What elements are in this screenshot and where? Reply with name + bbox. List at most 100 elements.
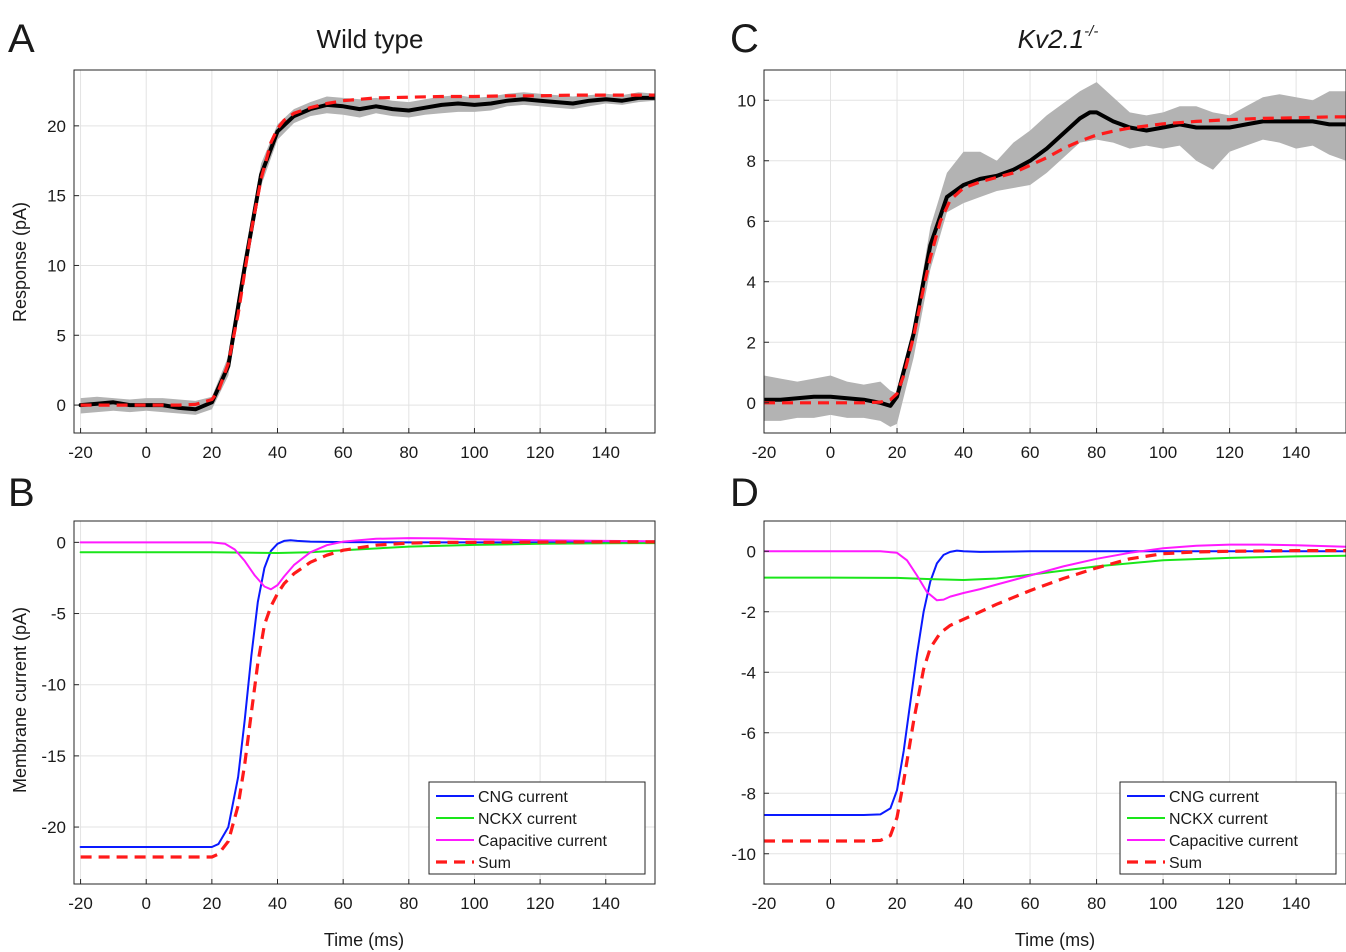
panel-b-legend-box <box>428 781 646 875</box>
panel-b-xtick-label: 120 <box>526 894 554 913</box>
panel-b-ytick-label: -20 <box>41 818 66 837</box>
panel-b-series-line-capacitive-current <box>79 537 655 591</box>
panel-b-ytick-label: 0 <box>57 533 66 552</box>
panel-letter-c: C <box>730 17 759 61</box>
panel-c-xtick-label: -20 <box>752 443 777 462</box>
panel-b-series-line-nckx-current <box>79 542 655 554</box>
panel-b-xtick-label: 0 <box>141 894 150 913</box>
panel-b-ytick-label: -10 <box>41 676 66 695</box>
panel-d-legend: CNG current NCKX current Capacitive curren… <box>1119 781 1337 875</box>
panel-c-xtick-label: 80 <box>1087 443 1106 462</box>
panel-letter-a: A <box>8 17 35 61</box>
panel-c-plot-area <box>764 82 1346 427</box>
panel-d-xtick-label: 140 <box>1282 894 1310 913</box>
panel-a-series-line-fit <box>80 93 655 407</box>
panel-d-xtick-label: 40 <box>954 894 973 913</box>
panel-b-xtick-label: 80 <box>399 894 418 913</box>
panel-d-xtick-label: 0 <box>826 894 835 913</box>
panel-a-xtick-label: 20 <box>202 443 221 462</box>
panel-d-xtick-label: -20 <box>752 894 777 913</box>
panel-b-xtick-label: 60 <box>334 894 353 913</box>
panel-d-xtick-label: 60 <box>1021 894 1040 913</box>
panel-b-xtick-label: -20 <box>68 894 93 913</box>
panel-b-legend: CNG current NCKX current Capacitive curren… <box>428 781 646 875</box>
panel-a-xtick-label: 0 <box>141 443 150 462</box>
panel-d-series-line-capacitive-current <box>764 543 1346 602</box>
panel-a-xtick-label: 100 <box>460 443 488 462</box>
panel-a-series-line-mean <box>78 95 655 412</box>
panel-c-title-main: Kv2.1 <box>1018 24 1085 54</box>
panel-c-error-band <box>764 82 1346 427</box>
panel-c-ytick-label: 8 <box>747 152 756 171</box>
panel-a-ytick-label: 15 <box>47 187 66 206</box>
panel-b-legend-label: Sum <box>478 855 511 872</box>
panel-b-ylabel: Membrane current (pA) <box>10 607 30 793</box>
panel-c-ytick-label: 4 <box>747 273 756 292</box>
panel-d-xtick-label: 120 <box>1215 894 1243 913</box>
panel-b-ytick-label: -15 <box>41 747 66 766</box>
panel-d-legend-label: Sum <box>1169 855 1202 872</box>
panel-c-xtick-label: 120 <box>1215 443 1243 462</box>
panel-d-plot-area <box>764 543 1346 843</box>
panel-a-ylabel: Response (pA) <box>10 202 30 322</box>
panel-d-axes-box <box>763 520 1346 885</box>
panel-b-xlabel: Time (ms) <box>324 930 404 950</box>
panel-a-xtick-label: -20 <box>68 443 93 462</box>
panel-a-xtick-label: 120 <box>526 443 554 462</box>
panel-d-legend-label: NCKX current <box>1169 811 1268 828</box>
panel-b-xtick-label: 40 <box>268 894 287 913</box>
panel-c-xtick-label: 140 <box>1282 443 1310 462</box>
panel-d-xlabel: Time (ms) <box>1015 930 1095 950</box>
panel-b: B Membrane current (pA) Time (ms) -20 0 20… <box>8 471 656 950</box>
panel-c-xtick-label: 20 <box>888 443 907 462</box>
panel-c-ytick-label: 6 <box>747 212 756 231</box>
panel-b-legend-label: NCKX current <box>478 811 577 828</box>
panel-b-axes-box <box>73 520 656 885</box>
panel-c-title-superscript: -/- <box>1084 23 1098 40</box>
panel-a: A Wild type Response (pA) -20 0 20 40 60 80 10… <box>8 17 656 462</box>
panel-d-ytick-label: -8 <box>741 784 756 803</box>
panel-d-legend-label: CNG current <box>1169 789 1259 806</box>
panel-c-xtick-label: 60 <box>1021 443 1040 462</box>
panel-b-xtick-label: 100 <box>460 894 488 913</box>
panel-d-series-line-sum <box>764 548 1346 843</box>
panel-c-xtick-label: 0 <box>826 443 835 462</box>
panel-b-xtick-label: 140 <box>592 894 620 913</box>
panel-a-error-band <box>80 92 655 415</box>
panel-a-xtick-label: 60 <box>334 443 353 462</box>
panel-b-legend-label: CNG current <box>478 789 568 806</box>
panel-b-legend-label: Capacitive current <box>478 833 608 850</box>
panel-c: C Kv2.1-/- -20 0 20 40 60 80 100 120 140 0 2 4 6 8 10 <box>730 17 1346 462</box>
panel-d: D Time (ms) -20 0 20 40 60 80 100 120 140 0 -2 -4 -6… <box>730 471 1346 950</box>
panel-a-ytick-label: 5 <box>57 326 66 345</box>
panel-d-xtick-label: 100 <box>1149 894 1177 913</box>
panel-a-axes-box <box>73 69 656 434</box>
panel-c-series-line-fit <box>764 115 1346 405</box>
panel-c-ytick-label: 2 <box>747 333 756 352</box>
panel-letter-b: B <box>8 471 35 515</box>
panel-a-plot-area <box>78 92 655 415</box>
panel-d-xtick-label: 20 <box>888 894 907 913</box>
panel-c-ytick-label: 10 <box>737 91 756 110</box>
panel-letter-d: D <box>730 471 759 515</box>
panel-d-legend-label: Capacitive current <box>1169 833 1299 850</box>
panel-a-xtick-label: 140 <box>592 443 620 462</box>
panel-c-xtick-label: 100 <box>1149 443 1177 462</box>
panel-d-series-line-nckx-current <box>764 554 1346 581</box>
panel-b-xtick-label: 20 <box>202 894 221 913</box>
panel-c-title: Kv2.1-/- <box>1018 23 1099 54</box>
panel-a-xtick-label: 80 <box>399 443 418 462</box>
panel-d-ytick-label: -10 <box>731 845 756 864</box>
panel-d-ytick-label: -4 <box>741 663 756 682</box>
panel-c-axes-box <box>763 69 1346 434</box>
panel-b-plot-area <box>79 537 655 859</box>
panel-d-ytick-label: -6 <box>741 724 756 743</box>
panel-a-title: Wild type <box>317 24 424 54</box>
panel-c-series-line-mean <box>764 110 1346 408</box>
panel-a-ytick-label: 0 <box>57 396 66 415</box>
panel-d-series-line-cng-current <box>764 549 1346 816</box>
panel-a-xtick-label: 40 <box>268 443 287 462</box>
panel-c-xtick-label: 40 <box>954 443 973 462</box>
panel-c-ytick-label: 0 <box>747 394 756 413</box>
